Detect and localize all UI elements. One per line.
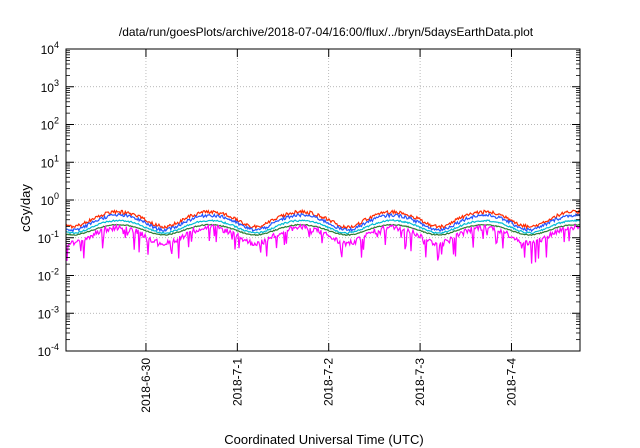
y-tick-label: 10-2 bbox=[38, 267, 59, 284]
x-tick-label: 2018-7-2 bbox=[322, 358, 336, 406]
x-axis: 2018-6-30 2018-7-1 2018-7-2 2018-7-3 2018-7-… bbox=[139, 49, 518, 413]
y-tick-label: 102 bbox=[41, 116, 59, 133]
x-tick-label: 2018-7-4 bbox=[504, 358, 518, 406]
chart-title: /data/run/goesPlots/archive/2018-07-04/1… bbox=[119, 25, 534, 39]
y-tick-label: 101 bbox=[41, 153, 59, 170]
x-tick-label: 2018-7-1 bbox=[230, 358, 244, 406]
series-line bbox=[65, 212, 581, 233]
y-tick-label: 104 bbox=[41, 40, 59, 57]
y-tick-label: 10-3 bbox=[38, 304, 59, 321]
series-line bbox=[65, 218, 581, 235]
x-tick-label: 2018-7-3 bbox=[413, 358, 427, 406]
y-tick-label: 10-4 bbox=[38, 342, 59, 359]
y-tick-label: 10-1 bbox=[38, 229, 59, 246]
series-line bbox=[65, 208, 581, 230]
x-tick-label: 2018-6-30 bbox=[139, 358, 153, 413]
series-line bbox=[65, 223, 581, 264]
y-axis: 10-4 10-3 10-2 10-1 100 101 102 103 104 bbox=[38, 40, 580, 359]
x-axis-label: Coordinated Universal Time (UTC) bbox=[224, 432, 423, 447]
grid-lines bbox=[66, 49, 580, 351]
series-group bbox=[65, 208, 581, 264]
plot-frame bbox=[65, 48, 581, 352]
y-tick-label: 103 bbox=[41, 78, 59, 95]
series-line bbox=[65, 223, 581, 237]
y-axis-label: cGy/day bbox=[18, 184, 33, 232]
y-tick-label: 100 bbox=[41, 191, 59, 208]
